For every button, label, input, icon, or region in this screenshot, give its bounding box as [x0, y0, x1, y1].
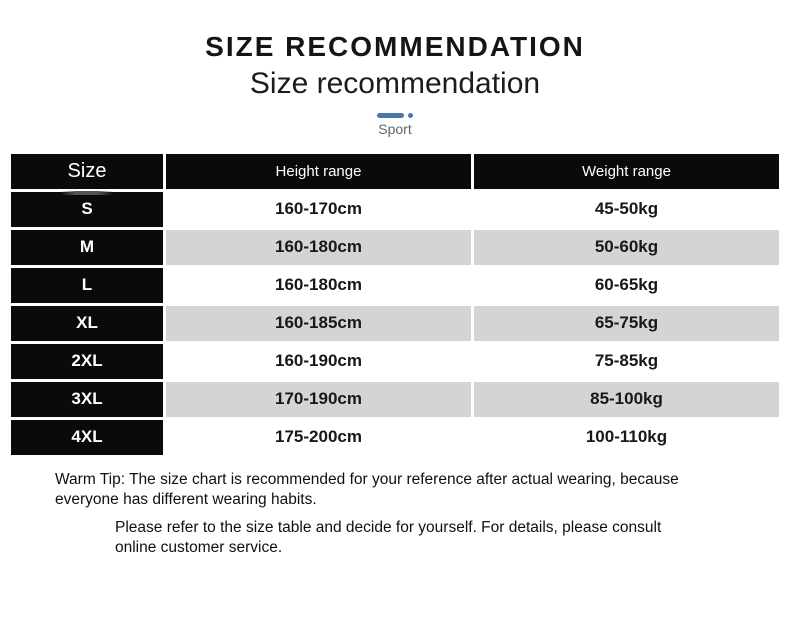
height-cell: 160-180cm: [166, 267, 471, 303]
table-row: M 160-180cm 50-60kg: [11, 229, 779, 265]
weight-cell: 85-100kg: [474, 381, 779, 417]
column-header-height: Height range: [166, 153, 471, 189]
header-row: Size Height range Weight range: [11, 153, 779, 195]
weight-cell: 50-60kg: [474, 229, 779, 265]
size-table: Size Height range Weight range S 160-170c…: [8, 151, 782, 458]
size-cell: 2XL: [11, 343, 163, 379]
weight-cell: 75-85kg: [474, 343, 779, 379]
height-cell: 160-180cm: [166, 229, 471, 265]
size-cell: M: [11, 229, 163, 265]
size-cell: S: [11, 191, 163, 227]
weight-cell: 100-110kg: [474, 419, 779, 455]
column-header-size: Size: [11, 153, 163, 195]
column-header-weight: Weight range: [474, 153, 779, 189]
table-row: 3XL 170-190cm 85-100kg: [11, 381, 779, 417]
height-cell: 170-190cm: [166, 381, 471, 417]
size-table-header: Size Height range Weight range: [11, 153, 779, 195]
page-subtitle: Size recommendation: [249, 66, 541, 100]
table-row: XL 160-185cm 65-75kg: [11, 305, 779, 341]
category-label: Sport: [378, 120, 412, 137]
weight-cell: 65-75kg: [474, 305, 779, 341]
size-cell: L: [11, 267, 163, 303]
weight-cell: 45-50kg: [474, 191, 779, 227]
size-cell: 3XL: [11, 381, 163, 417]
page-header: SIZE RECOMMENDATION Size recommendation …: [0, 31, 790, 137]
height-cell: 175-200cm: [166, 419, 471, 455]
size-table-body: S 160-170cm 45-50kg M 160-180cm 50-60kg L 160-1…: [11, 191, 779, 455]
page-title: SIZE RECOMMENDATION: [205, 31, 585, 62]
accent-dash-icon: [377, 112, 404, 118]
table-row: 2XL 160-190cm 75-85kg: [11, 343, 779, 379]
weight-cell: 60-65kg: [474, 267, 779, 303]
height-cell: 160-170cm: [166, 191, 471, 227]
table-row: L 160-180cm 60-65kg: [11, 267, 779, 303]
accent-dot-icon: [408, 112, 413, 118]
size-cell: 4XL: [11, 419, 163, 455]
warm-tip-text: Warm Tip: The size chart is recommended …: [55, 470, 679, 509]
size-cell: XL: [11, 305, 163, 341]
consult-note-text: Please refer to the size table and decid…: [115, 518, 662, 557]
category-block: Sport: [0, 112, 790, 137]
table-row: 4XL 175-200cm 100-110kg: [11, 419, 779, 455]
column-header-size-label: Size: [67, 159, 107, 182]
table-row: S 160-170cm 45-50kg: [11, 191, 779, 227]
height-cell: 160-190cm: [166, 343, 471, 379]
height-cell: 160-185cm: [166, 305, 471, 341]
size-header-underline: [60, 190, 114, 195]
